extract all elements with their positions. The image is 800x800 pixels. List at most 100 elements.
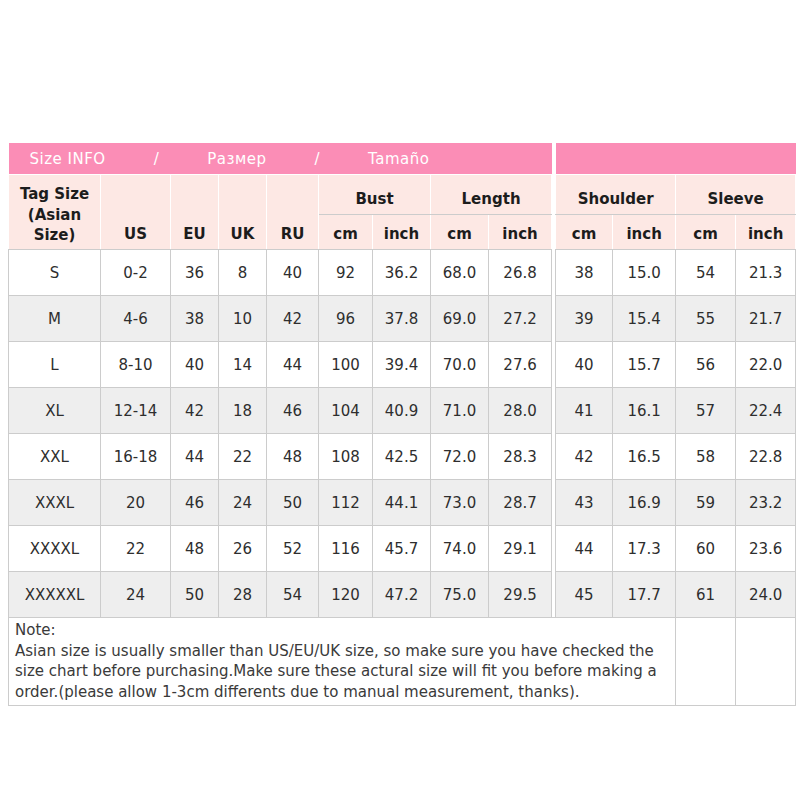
sleeve-inch-cell: 22.8: [736, 434, 796, 480]
table-row: XXL 16-18 44 22 48 108 42.5 72.0 28.3 42…: [9, 434, 796, 480]
page: Size INFO / Размер / Tamaño Tag Size (As…: [0, 0, 800, 800]
sleeve-cm-cell: 54: [676, 250, 736, 296]
bust-cm-cell: 92: [319, 250, 373, 296]
length-cm-cell: 74.0: [431, 526, 489, 572]
us-size-cell: 24: [101, 572, 171, 618]
note-section: Note: Asian size is usually smaller than…: [9, 618, 796, 706]
table-row: S 0-2 36 8 40 92 36.2 68.0 26.8 38 15.0 …: [9, 250, 796, 296]
eu-size-cell: 38: [171, 296, 219, 342]
bust-cm-cell: 120: [319, 572, 373, 618]
bust-cm-cell: 96: [319, 296, 373, 342]
size-tag-cell: M: [9, 296, 101, 342]
ru-size-cell: 44: [267, 342, 319, 388]
note-body: Asian size is usually smaller than US/EU…: [15, 641, 669, 703]
shoulder-cm-cell: 41: [556, 388, 613, 434]
empty-cell: [736, 618, 796, 706]
table-row: M 4-6 38 10 42 96 37.8 69.0 27.2 39 15.4…: [9, 296, 796, 342]
length-inch-cell: 27.2: [489, 296, 552, 342]
shoulder-inch-cell: 15.4: [613, 296, 676, 342]
sleeve-inch-cell: 22.4: [736, 388, 796, 434]
size-tag-cell: XXXXXL: [9, 572, 101, 618]
unit-header-shoulder-inch: inch: [613, 215, 676, 250]
us-size-cell: 22: [101, 526, 171, 572]
banner-right-cell: [556, 143, 796, 175]
length-cm-cell: 70.0: [431, 342, 489, 388]
banner-title: Size INFO / Размер / Tamaño: [30, 150, 430, 168]
shoulder-inch-cell: 15.0: [613, 250, 676, 296]
sleeve-cm-cell: 59: [676, 480, 736, 526]
sleeve-inch-cell: 23.2: [736, 480, 796, 526]
sleeve-inch-cell: 21.7: [736, 296, 796, 342]
tag-size-header-line2: (Asian Size): [9, 205, 100, 246]
eu-size-cell: 36: [171, 250, 219, 296]
us-size-cell: 12-14: [101, 388, 171, 434]
uk-size-cell: 22: [219, 434, 267, 480]
banner-left-cell: Size INFO / Размер / Tamaño: [9, 143, 552, 175]
bust-inch-cell: 37.8: [373, 296, 431, 342]
shoulder-cm-cell: 45: [556, 572, 613, 618]
size-info-banner: Size INFO / Размер / Tamaño: [9, 143, 796, 175]
length-cm-cell: 75.0: [431, 572, 489, 618]
bust-inch-cell: 47.2: [373, 572, 431, 618]
bust-inch-cell: 39.4: [373, 342, 431, 388]
sleeve-cm-cell: 61: [676, 572, 736, 618]
banner-title-english: Size INFO: [30, 150, 106, 168]
size-chart-table: Size INFO / Размер / Tamaño Tag Size (As…: [8, 143, 796, 706]
eu-size-cell: 42: [171, 388, 219, 434]
sleeve-cm-cell: 56: [676, 342, 736, 388]
unit-header-length-cm: cm: [431, 215, 489, 250]
bust-inch-cell: 36.2: [373, 250, 431, 296]
unit-header-bust-cm: cm: [319, 215, 373, 250]
bust-cm-cell: 108: [319, 434, 373, 480]
unit-header-sleeve-inch: inch: [736, 215, 796, 250]
bust-cm-cell: 116: [319, 526, 373, 572]
shoulder-inch-cell: 15.7: [613, 342, 676, 388]
us-size-cell: 0-2: [101, 250, 171, 296]
length-inch-cell: 28.3: [489, 434, 552, 480]
table-row: XL 12-14 42 18 46 104 40.9 71.0 28.0 41 …: [9, 388, 796, 434]
bust-cm-cell: 112: [319, 480, 373, 526]
bust-inch-cell: 45.7: [373, 526, 431, 572]
group-header-row: Tag Size (Asian Size) US EU UK RU Bust L…: [9, 175, 796, 215]
eu-size-cell: 40: [171, 342, 219, 388]
bust-inch-cell: 44.1: [373, 480, 431, 526]
sleeve-cm-cell: 55: [676, 296, 736, 342]
group-header-sleeve: Sleeve: [676, 175, 796, 215]
unit-header-bust-inch: inch: [373, 215, 431, 250]
sleeve-inch-cell: 24.0: [736, 572, 796, 618]
uk-size-cell: 26: [219, 526, 267, 572]
shoulder-cm-cell: 44: [556, 526, 613, 572]
table-row: XXXXXL 24 50 28 54 120 47.2 75.0 29.5 45…: [9, 572, 796, 618]
uk-size-cell: 18: [219, 388, 267, 434]
column-header-us: US: [101, 175, 171, 250]
bust-inch-cell: 42.5: [373, 434, 431, 480]
length-inch-cell: 28.0: [489, 388, 552, 434]
table-row: L 8-10 40 14 44 100 39.4 70.0 27.6 40 15…: [9, 342, 796, 388]
banner-separator: /: [154, 150, 160, 168]
uk-size-cell: 28: [219, 572, 267, 618]
uk-size-cell: 10: [219, 296, 267, 342]
size-tag-cell: S: [9, 250, 101, 296]
tag-size-header: Tag Size (Asian Size): [9, 175, 101, 250]
ru-size-cell: 48: [267, 434, 319, 480]
shoulder-inch-cell: 17.3: [613, 526, 676, 572]
bust-inch-cell: 40.9: [373, 388, 431, 434]
uk-size-cell: 14: [219, 342, 267, 388]
size-tag-cell: XXXXL: [9, 526, 101, 572]
ru-size-cell: 42: [267, 296, 319, 342]
eu-size-cell: 44: [171, 434, 219, 480]
note-heading: Note:: [15, 620, 669, 641]
note-cell: Note: Asian size is usually smaller than…: [9, 618, 676, 706]
column-header-ru: RU: [267, 175, 319, 250]
size-table-body: S 0-2 36 8 40 92 36.2 68.0 26.8 38 15.0 …: [9, 250, 796, 618]
note-row: Note: Asian size is usually smaller than…: [9, 618, 796, 706]
group-header-bust: Bust: [319, 175, 431, 215]
column-header-eu: EU: [171, 175, 219, 250]
unit-header-shoulder-cm: cm: [556, 215, 613, 250]
shoulder-cm-cell: 39: [556, 296, 613, 342]
sleeve-cm-cell: 60: [676, 526, 736, 572]
eu-size-cell: 46: [171, 480, 219, 526]
eu-size-cell: 48: [171, 526, 219, 572]
size-tag-cell: XXXL: [9, 480, 101, 526]
us-size-cell: 20: [101, 480, 171, 526]
